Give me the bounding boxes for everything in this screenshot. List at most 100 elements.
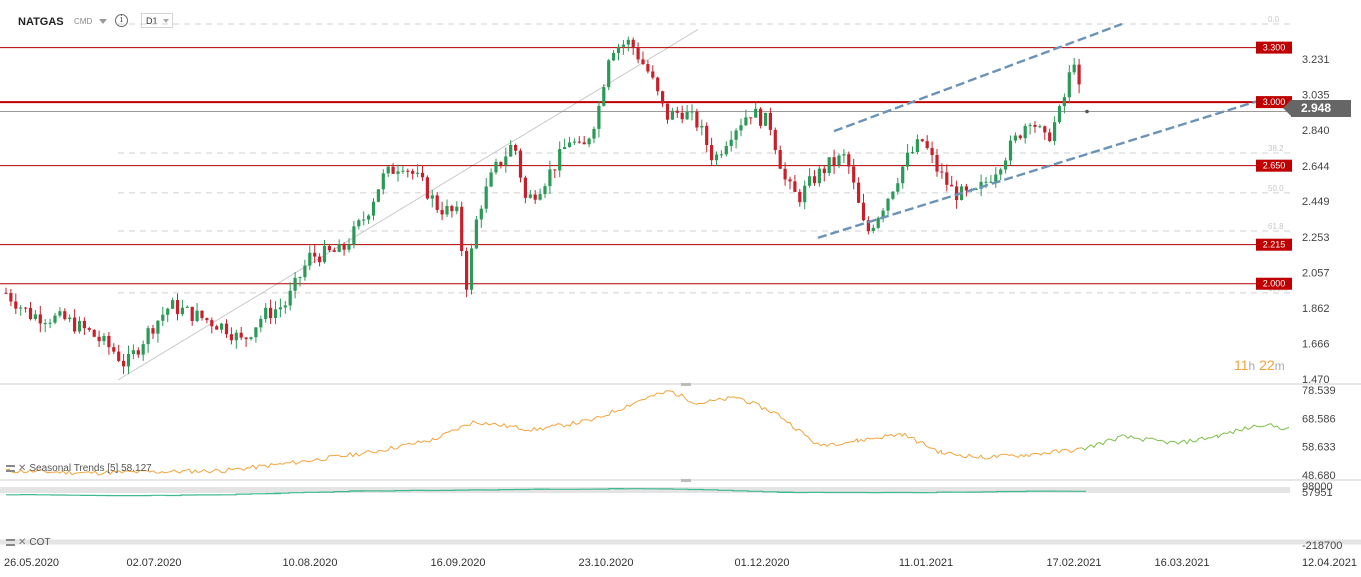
level-tag bbox=[1256, 41, 1292, 54]
candle-body bbox=[171, 300, 175, 309]
cot-y-tick-label: 57951 bbox=[1302, 487, 1333, 499]
timer-hours: 11 bbox=[1234, 357, 1249, 373]
candle-body bbox=[842, 154, 846, 156]
candle-body bbox=[577, 141, 581, 143]
candle-body bbox=[327, 246, 331, 251]
candle-body bbox=[930, 148, 934, 156]
candle-body bbox=[636, 47, 640, 60]
fib-level-label: 0.0 bbox=[1268, 15, 1280, 24]
chevron-down-icon bbox=[163, 19, 169, 23]
candle-body bbox=[881, 210, 885, 218]
candle-body bbox=[915, 139, 919, 153]
candle-body bbox=[484, 186, 488, 209]
y-tick-label: 1.470 bbox=[1302, 374, 1330, 386]
y-tick-label: 2.253 bbox=[1302, 232, 1330, 244]
panel-resize-handle bbox=[681, 479, 691, 482]
candle-body bbox=[131, 350, 135, 355]
symbol-dropdown-icon[interactable] bbox=[99, 19, 107, 24]
timeframe-value: D1 bbox=[146, 16, 158, 26]
candle-body bbox=[582, 142, 586, 145]
candle-body bbox=[53, 315, 57, 323]
level-tag bbox=[1256, 159, 1292, 172]
x-tick-label: 23.10.2020 bbox=[578, 557, 633, 569]
candle-body bbox=[205, 318, 209, 321]
menu-icon[interactable] bbox=[6, 539, 15, 546]
candle-body bbox=[558, 149, 562, 171]
cot-band bbox=[0, 487, 1290, 493]
seasonal-y-tick-label: 48.680 bbox=[1302, 470, 1336, 482]
candle-body bbox=[719, 154, 723, 156]
candle-body bbox=[950, 184, 954, 187]
candle-body bbox=[768, 112, 772, 130]
candle-body bbox=[166, 308, 170, 315]
candle-body bbox=[509, 144, 513, 157]
level-tag-label: 2.215 bbox=[1263, 240, 1286, 250]
candle-body bbox=[1004, 160, 1008, 170]
candle-body bbox=[940, 171, 944, 173]
close-icon[interactable]: ✕ bbox=[18, 463, 27, 474]
candle-body bbox=[33, 314, 37, 320]
candle-body bbox=[92, 329, 96, 337]
cot-indicator-label[interactable]: ✕ COT bbox=[6, 537, 51, 548]
candle-body bbox=[695, 111, 699, 128]
candle-body bbox=[136, 350, 140, 355]
candle-body bbox=[450, 205, 454, 212]
candle-body bbox=[788, 179, 792, 182]
candle-body bbox=[1038, 126, 1042, 128]
candle-body bbox=[465, 251, 469, 290]
fib-level-label: 38.2 bbox=[1268, 144, 1284, 153]
candle-body bbox=[332, 250, 336, 252]
x-tick-label: 01.12.2020 bbox=[734, 557, 789, 569]
candle-body bbox=[77, 320, 82, 332]
candle-body bbox=[430, 195, 434, 199]
cot-label-text: COT bbox=[29, 537, 51, 548]
candle-body bbox=[518, 150, 523, 178]
candle-body bbox=[705, 125, 709, 146]
candle-body bbox=[1072, 64, 1076, 73]
close-icon[interactable]: ✕ bbox=[18, 537, 27, 548]
symbol-label: NATGAS bbox=[18, 16, 64, 28]
candle-body bbox=[347, 244, 351, 250]
x-tick-label: 12.04.2021 bbox=[1302, 557, 1357, 569]
candle-body bbox=[391, 166, 395, 174]
candle-body bbox=[342, 244, 346, 250]
candle-body bbox=[337, 244, 341, 252]
candle-body bbox=[837, 155, 841, 166]
fib-level-label: 61.8 bbox=[1268, 222, 1284, 231]
candle-body bbox=[254, 327, 258, 338]
candle-body bbox=[675, 110, 679, 113]
candle-body bbox=[73, 317, 77, 332]
candle-body bbox=[293, 277, 297, 291]
seasonal-indicator-label[interactable]: ✕ Seasonal Trends [5] 58.127 bbox=[6, 463, 152, 474]
candle-body bbox=[616, 46, 621, 53]
candle-body bbox=[763, 112, 768, 126]
candle-body bbox=[621, 44, 625, 47]
candle-body bbox=[435, 195, 439, 210]
candle-body bbox=[857, 182, 861, 203]
level-tag bbox=[1256, 238, 1292, 251]
candle-body bbox=[445, 205, 449, 215]
timeframe-select[interactable]: D1 bbox=[141, 13, 173, 28]
candle-body bbox=[381, 173, 385, 190]
candle-body bbox=[87, 328, 91, 330]
candle-body bbox=[999, 169, 1003, 175]
candle-body bbox=[406, 170, 410, 172]
info-icon[interactable]: i bbox=[115, 14, 128, 27]
seasonal-projection-line bbox=[1081, 423, 1290, 451]
candle-body bbox=[646, 64, 650, 72]
candle-body bbox=[460, 206, 464, 252]
candle-body bbox=[597, 105, 601, 129]
candle-body bbox=[1018, 135, 1022, 139]
y-tick-label: 1.666 bbox=[1302, 338, 1330, 350]
candle-body bbox=[670, 110, 674, 120]
timer-m: m bbox=[1274, 359, 1285, 373]
candle-body bbox=[641, 59, 645, 65]
candle-body bbox=[754, 108, 758, 118]
menu-icon[interactable] bbox=[6, 465, 15, 472]
candle-body bbox=[215, 326, 219, 330]
x-tick-label: 10.08.2020 bbox=[282, 557, 337, 569]
candle-body bbox=[1062, 97, 1066, 107]
candle-body bbox=[156, 320, 160, 334]
candle-body bbox=[876, 217, 880, 228]
